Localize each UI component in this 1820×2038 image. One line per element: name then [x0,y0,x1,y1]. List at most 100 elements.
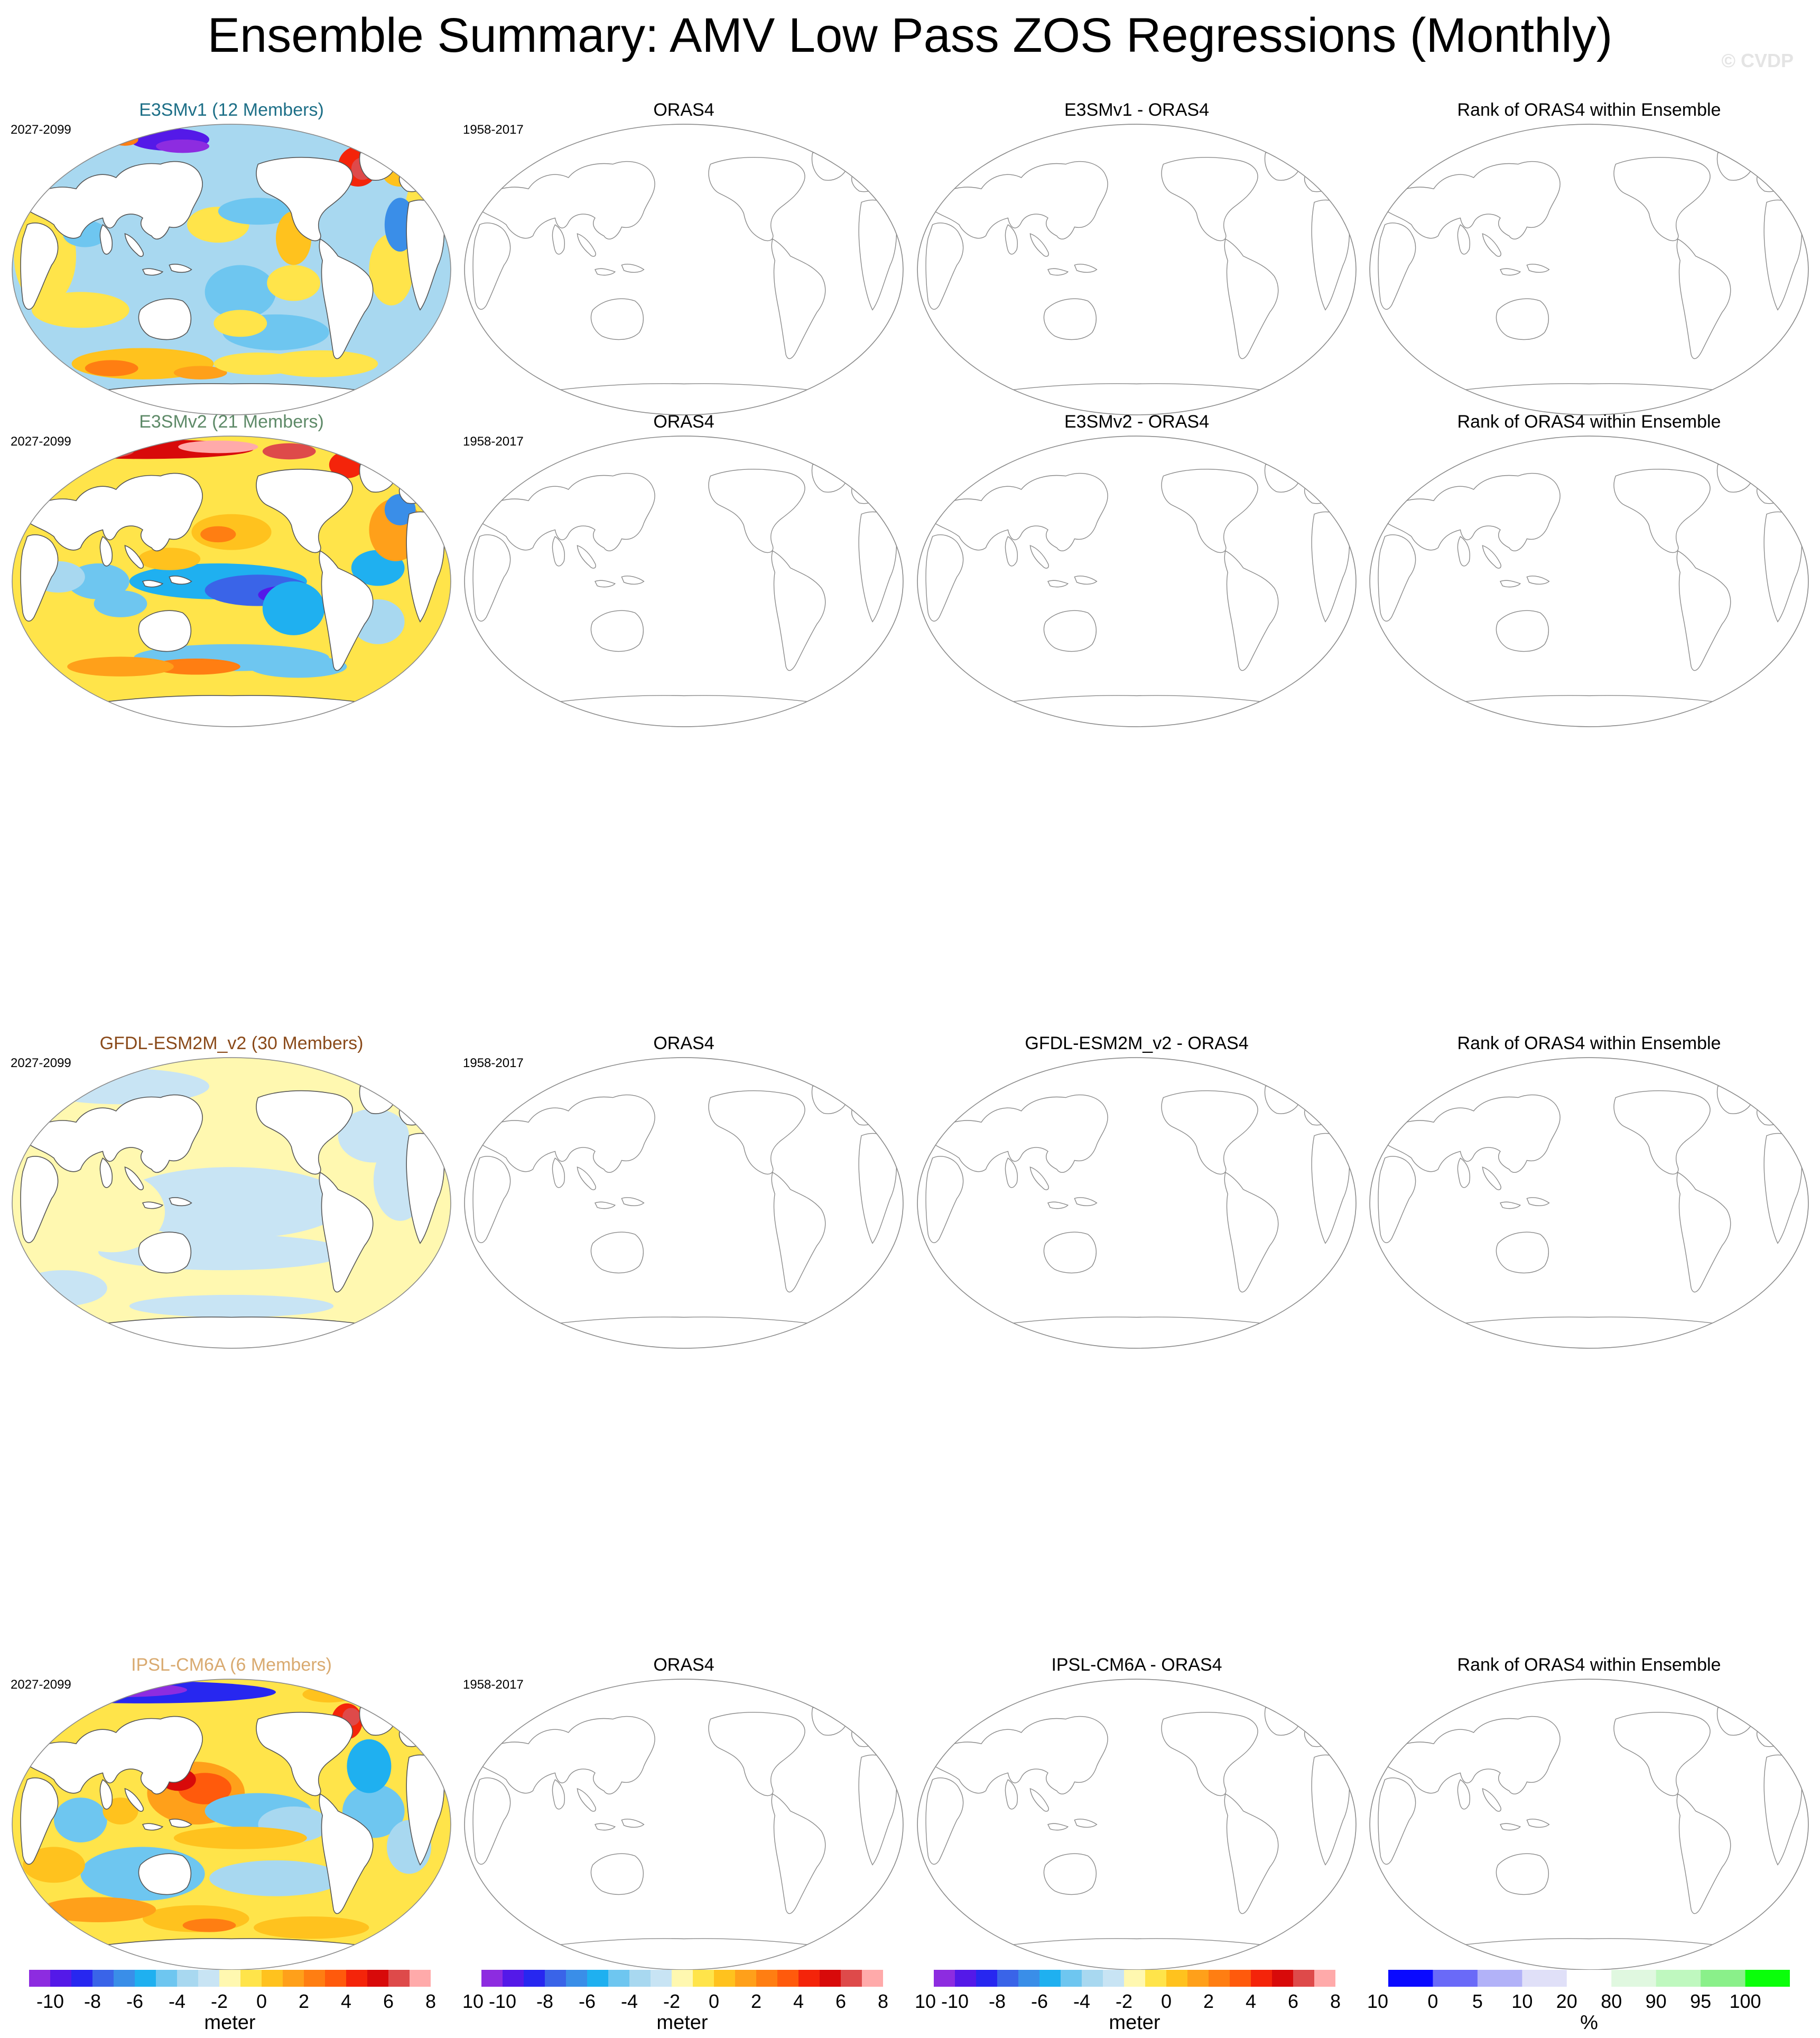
field-contour [129,1294,334,1318]
field-contour [254,1916,369,1939]
colorbar-tick-label: 5 [1472,1990,1483,2012]
colorbar-swatch [325,1970,347,1987]
colorbar-unit: meter [656,2012,708,2034]
colorbar-model [29,1970,431,1987]
field-contour [262,443,316,460]
obs-title: ORAS4 [653,1655,714,1675]
colorbar-rank [1388,1970,1790,1987]
colorbar-tick-label: -10 [941,1990,969,2012]
colorbar-diff [934,1970,1335,1987]
empty-map [1367,1676,1811,1972]
empty-map [462,433,906,729]
figure-title: Ensemble Summary: AMV Low Pass ZOS Regre… [207,8,1613,62]
colorbar-tick-label: 0 [256,1990,267,2012]
colorbar-swatch [997,1970,1019,1987]
empty-map [915,433,1359,729]
regression-map [10,433,453,729]
field-contour [267,265,320,301]
model-title: E3SMv2 (21 Members) [139,412,324,432]
regression-map [10,1055,453,1351]
colorbar-swatch [283,1970,304,1987]
colorbar-tick-label: 95 [1690,1990,1712,2012]
map-boundary [917,1058,1356,1348]
rank-title: Rank of ORAS4 within Ensemble [1457,412,1721,432]
colorbar-swatch [503,1970,524,1987]
colorbar-swatch [219,1970,241,1987]
colorbar-swatch [367,1970,389,1987]
field-contour [213,310,267,337]
colorbar-obs [481,1970,883,1987]
colorbar-swatch [735,1970,757,1987]
colorbar-swatch [1314,1970,1335,1987]
diff-title: E3SMv2 - ORAS4 [1064,412,1209,432]
model-period: 2027-2099 [11,123,71,137]
colorbar-swatch [651,1970,672,1987]
map-boundary [12,436,451,727]
field-shading [12,1058,451,1348]
colorbar-tick-label: 6 [383,1990,394,2012]
colorbar-tick-label: 6 [835,1990,847,2012]
colorbar-swatch [1293,1970,1315,1987]
colorbar-swatch [1187,1970,1209,1987]
colorbar-swatch [1477,1970,1522,1987]
obs-title: ORAS4 [653,100,714,120]
map-boundary [465,1679,903,1970]
colorbar-swatch [1656,1970,1701,1987]
colorbar-swatch [955,1970,977,1987]
colorbar-tick-label: -2 [210,1990,228,2012]
colorbar-tick-label: -2 [663,1990,680,2012]
colorbar-tick-label: 10 [1367,1990,1389,2012]
field-contour [62,444,98,459]
colorbar-swatch [587,1970,609,1987]
colorbar-swatch [672,1970,693,1987]
colorbar-tick-label: -6 [578,1990,596,2012]
colorbar-unit: meter [1109,2012,1160,2034]
colorbar-tick-label: 80 [1601,1990,1622,2012]
field-contour [156,139,209,153]
rank-title: Rank of ORAS4 within Ensemble [1457,100,1721,120]
field-contour [338,1108,409,1163]
field-contour [249,655,347,678]
colorbar-swatch [410,1970,431,1987]
field-shading [12,436,451,727]
colorbar-swatch [976,1970,998,1987]
colorbar-swatch [714,1970,736,1987]
colorbar-swatch [1388,1970,1433,1987]
obs-period: 1958-2017 [463,1056,524,1070]
watermark: © CVDP [1721,50,1794,71]
land-mask [21,151,444,415]
colorbar-swatch [798,1970,820,1987]
map-boundary [1370,436,1808,727]
field-contour [182,1919,236,1932]
colorbar-tick-label: 100 [1729,1990,1761,2012]
diff-title: IPSL-CM6A - ORAS4 [1051,1655,1222,1675]
colorbar-swatch [1145,1970,1167,1987]
colorbar-tick-label: -8 [83,1990,101,2012]
diff-title: E3SMv1 - ORAS4 [1064,100,1209,120]
field-contour [67,656,174,677]
colorbar-swatch [1566,1970,1612,1987]
model-title: IPSL-CM6A (6 Members) [131,1655,332,1675]
field-contour [138,548,201,570]
colorbar-tick-label: -10 [488,1990,517,2012]
map-boundary [12,124,451,415]
colorbar-swatch [177,1970,199,1987]
colorbar-tick-label: 0 [1427,1990,1438,2012]
colorbar-swatch [934,1970,955,1987]
empty-map [915,1676,1359,1972]
regression-map [10,1676,453,1972]
colorbar-swatch [1701,1970,1746,1987]
colorbar-tick-label: 4 [340,1990,352,2012]
empty-map [462,1055,906,1351]
colorbar-tick-label: -2 [1115,1990,1132,2012]
field-contour [178,440,258,453]
colorbar-unit: meter [204,2012,256,2034]
colorbar-swatch [1166,1970,1188,1987]
colorbar-swatch [1039,1970,1061,1987]
field-contour [116,1167,347,1239]
colorbar-swatch [693,1970,714,1987]
colorbar-tick-label: -10 [36,1990,64,2012]
colorbar-swatch [388,1970,410,1987]
colorbar-tick-label: -8 [988,1990,1006,2012]
land-mask [21,1706,444,1970]
